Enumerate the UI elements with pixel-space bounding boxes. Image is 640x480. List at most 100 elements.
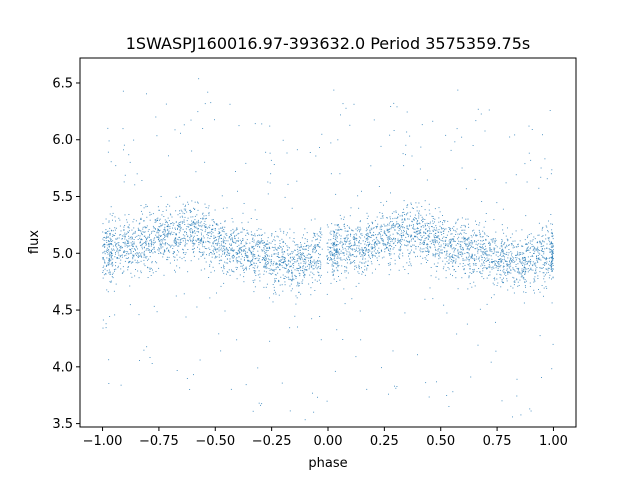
- data-point: [119, 225, 121, 227]
- data-point: [427, 260, 429, 261]
- data-point: [218, 236, 220, 238]
- data-point: [239, 274, 241, 276]
- data-point: [533, 278, 535, 280]
- data-point: [359, 310, 361, 312]
- data-point: [162, 231, 164, 232]
- data-point: [343, 254, 345, 256]
- data-point: [523, 302, 525, 304]
- data-point: [335, 251, 337, 253]
- data-point: [147, 277, 149, 278]
- data-point: [155, 234, 157, 236]
- data-point: [120, 268, 122, 270]
- data-point: [192, 232, 193, 234]
- data-point: [371, 251, 373, 253]
- data-point: [270, 242, 272, 244]
- data-point: [267, 254, 269, 256]
- data-point: [343, 224, 345, 226]
- data-point: [200, 221, 202, 223]
- data-point: [213, 245, 215, 247]
- data-point: [462, 263, 464, 264]
- data-point: [438, 238, 440, 239]
- data-point: [356, 234, 358, 236]
- data-point: [168, 249, 170, 251]
- data-point: [333, 235, 335, 237]
- data-point: [309, 266, 311, 268]
- data-point: [313, 274, 315, 276]
- data-point: [253, 270, 255, 272]
- data-point: [533, 263, 535, 265]
- data-point: [184, 224, 186, 225]
- data-point: [164, 230, 166, 232]
- data-point: [537, 249, 539, 251]
- data-point: [291, 274, 293, 276]
- data-point: [541, 229, 543, 231]
- data-point: [191, 241, 193, 243]
- data-point: [184, 245, 186, 247]
- data-point: [387, 229, 389, 231]
- data-point: [424, 219, 426, 220]
- data-point: [480, 243, 482, 245]
- data-point: [197, 228, 199, 229]
- data-point: [454, 230, 456, 232]
- data-point: [291, 271, 293, 273]
- data-point: [109, 260, 111, 262]
- data-point: [438, 217, 440, 219]
- data-point: [274, 244, 276, 246]
- data-point: [109, 316, 111, 317]
- data-point: [277, 266, 279, 268]
- data-point: [403, 229, 405, 231]
- data-point: [505, 275, 507, 276]
- data-point: [481, 240, 483, 242]
- data-point: [354, 237, 356, 239]
- data-point: [257, 245, 259, 247]
- data-point: [259, 234, 261, 236]
- data-point: [536, 267, 538, 268]
- data-point: [448, 262, 450, 264]
- data-point: [279, 240, 281, 242]
- data-point: [371, 248, 373, 250]
- data-point: [412, 227, 413, 229]
- data-point: [175, 244, 177, 246]
- data-point: [266, 267, 268, 269]
- data-point: [542, 235, 544, 237]
- data-point: [292, 272, 294, 274]
- data-point: [267, 255, 268, 257]
- data-point: [129, 245, 131, 247]
- data-point: [193, 220, 194, 222]
- data-point: [163, 233, 165, 235]
- data-point: [302, 252, 304, 254]
- data-point: [182, 234, 184, 236]
- data-point: [270, 268, 272, 270]
- data-point: [204, 248, 206, 249]
- data-point: [408, 234, 410, 236]
- data-point: [190, 240, 192, 241]
- data-point: [340, 240, 342, 242]
- data-point: [181, 221, 183, 223]
- data-point: [120, 245, 122, 247]
- data-point: [389, 264, 391, 266]
- data-point: [336, 237, 338, 239]
- data-point: [337, 265, 339, 267]
- data-point: [489, 261, 491, 263]
- data-point: [500, 274, 502, 276]
- data-point: [341, 265, 343, 267]
- data-point: [445, 239, 447, 241]
- data-point: [471, 236, 473, 238]
- data-point: [354, 251, 356, 252]
- data-point: [320, 232, 322, 234]
- data-point: [216, 251, 218, 253]
- data-point: [281, 255, 283, 257]
- data-point: [416, 210, 418, 212]
- data-point: [419, 168, 421, 170]
- data-point: [145, 238, 147, 240]
- data-point: [268, 242, 270, 244]
- data-point: [167, 234, 169, 236]
- data-point: [146, 240, 148, 242]
- data-point: [346, 253, 348, 255]
- data-point: [203, 223, 205, 225]
- data-point: [330, 239, 332, 241]
- data-point: [413, 231, 415, 233]
- data-point: [203, 251, 205, 253]
- data-point: [297, 253, 299, 255]
- data-point: [280, 230, 282, 232]
